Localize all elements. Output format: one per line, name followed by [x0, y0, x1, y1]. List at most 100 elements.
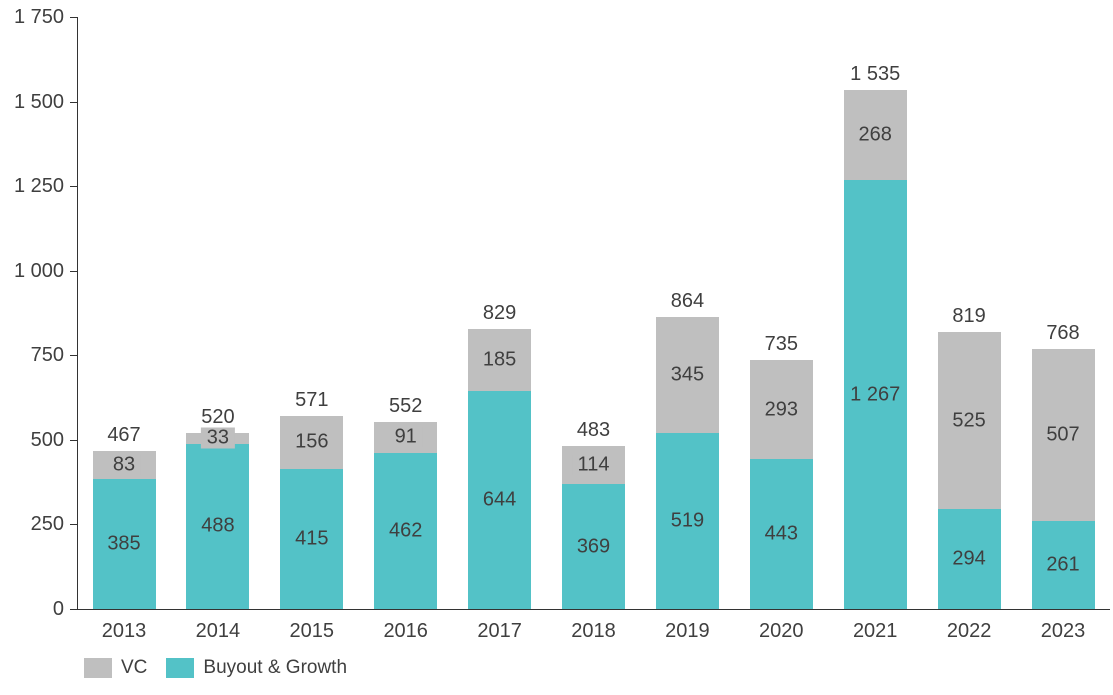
legend: VC Buyout & Growth: [84, 657, 366, 679]
total-value-label: 864: [670, 289, 705, 312]
segment-buyout-growth: 385: [92, 478, 156, 609]
vc-value-label: 507: [1040, 424, 1086, 446]
legend-swatch-buyout-growth: [166, 658, 195, 678]
segment-vc: 114: [562, 445, 625, 485]
segment-buyout-growth: 644: [468, 391, 532, 609]
total-value-label: 768: [1046, 322, 1080, 345]
buyout-growth-value-label: 369: [576, 535, 611, 558]
segment-vc: 345: [655, 316, 719, 434]
y-tick-label: 1 000: [13, 259, 64, 282]
segment-vc: 33: [186, 427, 250, 449]
y-tick-label: 0: [52, 598, 64, 620]
buyout-growth-value-label: 488: [201, 514, 235, 537]
segment-vc: 525: [937, 331, 1001, 510]
bar-2021: 268 1 267 1 535: [843, 63, 907, 609]
vc-value-label: 525: [946, 410, 992, 432]
bar-2023: 507 261 768: [1031, 322, 1095, 609]
buyout-growth-value-label: 519: [670, 509, 705, 532]
vc-value-label: 293: [758, 399, 804, 421]
y-tick-label: 500: [30, 428, 64, 451]
total-value-label: 520: [201, 405, 235, 428]
x-tick-label: 2020: [759, 620, 804, 642]
y-tick-label: 1 500: [13, 90, 64, 113]
segment-vc: 91: [374, 421, 438, 453]
bar-2016: 91 462 552: [374, 395, 438, 609]
segment-buyout-growth: 1 267: [843, 180, 907, 609]
segment-buyout-growth: 369: [562, 484, 625, 609]
total-value-label: 467: [107, 423, 141, 446]
x-tick-label: 2022: [946, 620, 992, 642]
x-tick-label: 2013: [101, 620, 147, 642]
legend-swatch-vc: [84, 658, 112, 678]
bar-2015: 156 415 571: [280, 389, 344, 609]
vc-value-label: 83: [106, 454, 142, 476]
buyout-growth-value-label: 644: [482, 488, 517, 511]
legend-label-vc: VC: [121, 657, 148, 678]
buyout-growth-value-label: 415: [295, 527, 329, 550]
legend-label-buyout-growth: Buyout & Growth: [203, 657, 348, 678]
y-tick-mark: [70, 439, 77, 441]
bar-2020: 293 443 735: [749, 333, 813, 609]
segment-buyout-growth: 462: [374, 452, 438, 609]
y-tick-mark: [70, 355, 77, 357]
total-value-label: 735: [764, 333, 798, 355]
vc-value-label: 345: [664, 364, 711, 386]
segment-buyout-growth: 519: [655, 433, 719, 609]
segment-vc: 293: [749, 360, 813, 460]
y-tick-label: 250: [30, 513, 64, 536]
x-axis-line: [70, 609, 1110, 610]
buyout-growth-value-label: 1 267: [850, 383, 901, 406]
total-value-label: 483: [576, 418, 611, 441]
y-tick-mark: [70, 17, 77, 18]
total-value-label: 819: [952, 304, 986, 327]
bar-2019: 345 519 864: [655, 290, 719, 609]
y-tick-mark: [70, 524, 77, 526]
bar-2013: 83 385 467: [92, 424, 156, 609]
y-tick-mark: [70, 270, 77, 272]
x-tick-label: 2015: [289, 620, 335, 642]
x-tick-label: 2019: [665, 620, 710, 642]
segment-vc: 507: [1031, 349, 1095, 521]
segment-vc: 83: [92, 450, 156, 479]
y-tick-label: 1 750: [13, 6, 64, 28]
buyout-growth-value-label: 385: [107, 532, 141, 555]
x-tick-label: 2018: [571, 620, 616, 642]
segment-vc: 185: [468, 328, 532, 392]
y-tick-label: 1 250: [13, 175, 64, 198]
x-tick-label: 2016: [383, 620, 428, 642]
vc-value-label: 114: [571, 454, 616, 476]
total-value-label: 829: [482, 301, 517, 324]
x-tick-label: 2021: [852, 620, 898, 642]
x-tick-label: 2017: [477, 620, 522, 642]
total-value-label: 1 535: [850, 62, 901, 85]
vc-value-label: 268: [852, 124, 898, 146]
vc-value-label: 91: [388, 426, 423, 448]
y-tick-mark: [70, 101, 77, 103]
buyout-growth-value-label: 294: [952, 547, 986, 570]
segment-vc: 268: [843, 89, 907, 181]
vc-value-label: 156: [289, 431, 335, 453]
buyout-growth-value-label: 261: [1046, 553, 1080, 576]
bar-2018: 114 369 483: [562, 419, 625, 609]
segment-buyout-growth: 488: [186, 443, 250, 609]
total-value-label: 571: [295, 388, 329, 411]
segment-buyout-growth: 294: [937, 509, 1001, 609]
total-value-label: 552: [389, 394, 423, 417]
bar-2017: 185 644 829: [468, 302, 532, 609]
vc-value-label: 33: [200, 427, 236, 449]
buyout-growth-value-label: 462: [389, 519, 423, 542]
y-tick-label: 750: [30, 344, 64, 367]
x-tick-label: 2014: [195, 620, 241, 642]
bar-2022: 525 294 819: [937, 305, 1001, 609]
segment-buyout-growth: 415: [280, 468, 344, 609]
bar-2014: 33 488 520: [186, 406, 250, 609]
vc-value-label: 185: [476, 349, 523, 371]
segment-vc: 156: [280, 415, 344, 469]
segment-buyout-growth: 261: [1031, 520, 1095, 609]
y-axis-line: [77, 17, 78, 609]
y-tick-mark: [70, 186, 77, 188]
buyout-growth-value-label: 443: [764, 522, 798, 545]
segment-buyout-growth: 443: [749, 459, 813, 609]
x-tick-label: 2023: [1040, 620, 1086, 642]
